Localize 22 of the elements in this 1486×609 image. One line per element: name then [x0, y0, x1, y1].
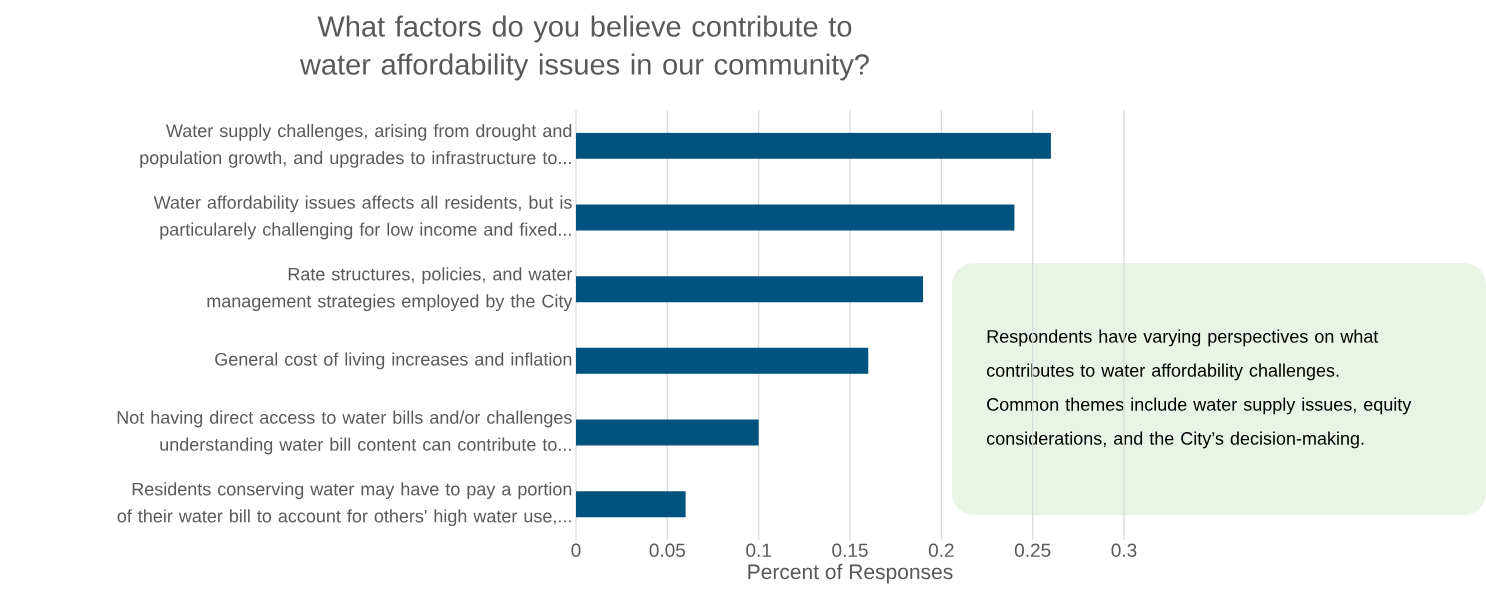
x-tick-label: 0.05 — [649, 543, 686, 557]
x-axis-title: Percent of Responses — [748, 563, 953, 584]
bar — [576, 276, 924, 303]
y-tick-label: Water supply challenges, arising from drought and population growth, and upgrades to infrastructure to... — [140, 123, 572, 168]
bar — [576, 204, 1015, 231]
y-tick-label: General cost of living increases and inflation — [215, 352, 572, 370]
x-tick-label: 0.1 — [746, 543, 771, 557]
chart-title: What factors do you believe contribute to water affordability issues in our community? — [299, 15, 869, 81]
y-tick-label: Residents conserving water may have to pay a portion of their water bill to account for others' high water use,... — [117, 482, 572, 527]
bar — [576, 132, 1051, 159]
bar — [576, 347, 869, 374]
y-tick-label: Water affordability issues affects all residents, but is particularely challenging for low income and fixed... — [153, 195, 572, 240]
bar — [576, 419, 759, 446]
x-tick-label: 0 — [571, 543, 581, 557]
x-tick-label: 0.2 — [928, 543, 954, 557]
x-tick-label: 0.25 — [1014, 543, 1051, 557]
y-tick-label: Not having direct access to water bills and/or challenges understanding water bill content can contribute to... — [117, 410, 572, 455]
annotation: Respondents have varying perspectives on what contributes to water affordability challenges. Common themes include water supply issues, equity considerations, and the City’s decision-making. — [986, 329, 1412, 449]
bar — [576, 491, 686, 518]
x-tick-label: 0.3 — [1111, 543, 1137, 557]
x-tick-label: 0.15 — [832, 543, 868, 557]
y-tick-label: Rate structures, policies, and water management strategies employed by the City — [207, 267, 573, 312]
